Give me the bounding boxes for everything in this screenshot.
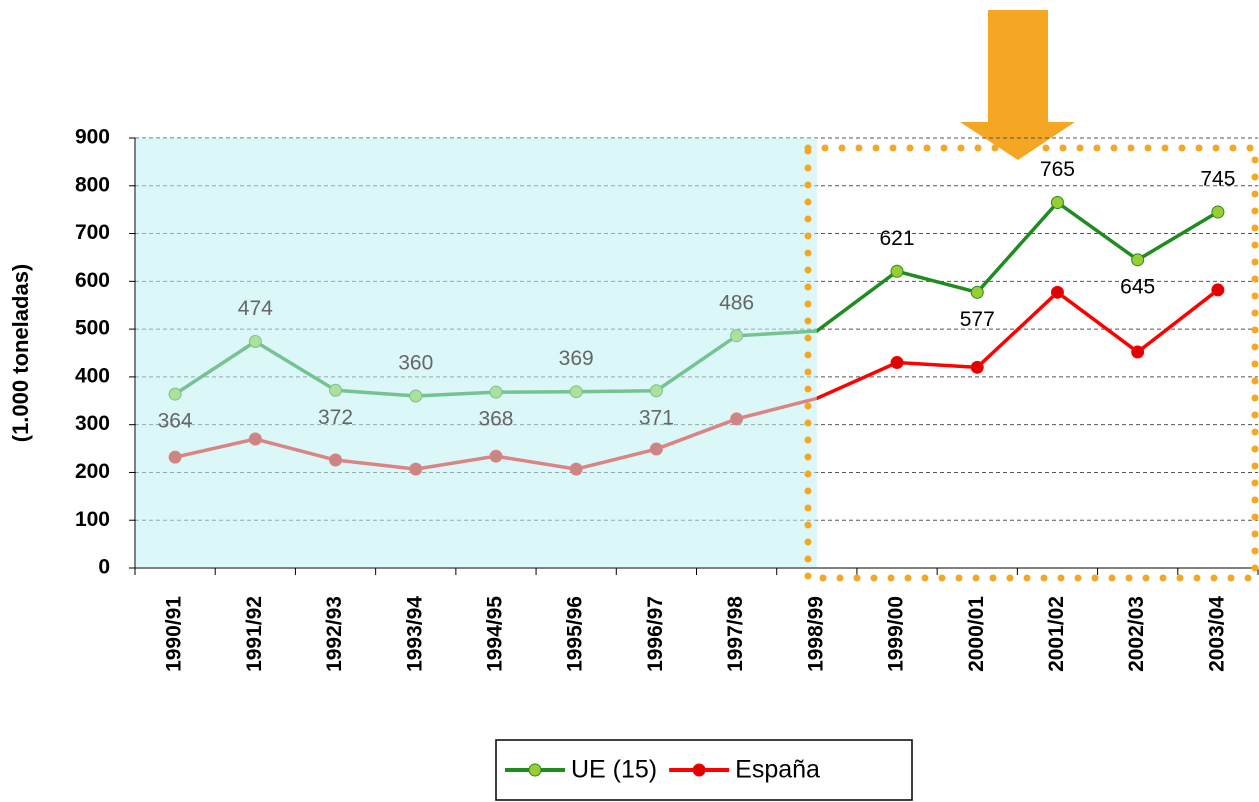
y-tick-label: 0 — [98, 556, 110, 579]
x-tick-label: 1994/95 — [484, 596, 507, 672]
y-tick-label: 800 — [75, 173, 110, 196]
point — [1211, 205, 1225, 219]
y-tick-label: 300 — [75, 412, 110, 435]
y-tick-label: 500 — [75, 317, 110, 340]
y-axis-title: (1.000 toneladas) — [8, 264, 33, 443]
arrow — [960, 10, 1075, 160]
legend-marker — [528, 763, 542, 777]
data-label: 577 — [960, 308, 995, 331]
x-tick-label: 1991/92 — [243, 596, 266, 672]
data-label: 372 — [318, 406, 353, 429]
point — [1131, 253, 1145, 267]
y-tick-label: 600 — [75, 269, 110, 292]
x-tick-label: 1992/93 — [323, 596, 346, 672]
data-label: 369 — [559, 347, 594, 370]
x-tick-label: 1997/98 — [724, 596, 747, 672]
point — [1131, 345, 1145, 359]
x-tick-label: 2000/01 — [965, 596, 988, 672]
y-tick-label: 200 — [75, 460, 110, 483]
x-tick-label: 2001/02 — [1045, 596, 1068, 672]
point — [970, 360, 984, 374]
data-label: 364 — [158, 410, 193, 433]
point — [890, 264, 904, 278]
data-label: 486 — [719, 291, 754, 314]
point — [1050, 196, 1064, 209]
point — [1211, 283, 1225, 297]
point — [890, 356, 904, 370]
x-tick-label: 1998/99 — [804, 596, 827, 672]
legend-label: España — [735, 756, 820, 784]
highlight-frame — [804, 144, 1259, 582]
x-tick-label: 1993/94 — [403, 596, 426, 672]
data-label: 645 — [1120, 275, 1155, 298]
point — [970, 285, 984, 299]
legend-label: UE (15) — [571, 756, 657, 784]
data-label: 765 — [1040, 158, 1075, 181]
y-tick-label: 700 — [75, 221, 110, 244]
data-label: 745 — [1200, 168, 1235, 191]
data-label: 474 — [238, 297, 273, 320]
x-tick-label: 2002/03 — [1125, 596, 1148, 672]
shaded-region — [136, 138, 817, 567]
legend-marker — [692, 763, 706, 777]
data-label: 360 — [398, 352, 433, 375]
x-tick-label: 1999/00 — [885, 596, 908, 672]
point — [1050, 285, 1064, 299]
y-tick-label: 100 — [75, 508, 110, 531]
data-label: 368 — [478, 408, 513, 431]
x-tick-label: 1996/97 — [644, 596, 667, 672]
y-tick-label: 400 — [75, 364, 110, 387]
data-label: 371 — [639, 406, 674, 429]
x-tick-label: 1995/96 — [564, 596, 587, 672]
data-label: 621 — [880, 227, 915, 250]
x-tick-label: 1990/91 — [163, 596, 186, 672]
y-tick-label: 900 — [75, 126, 110, 149]
x-tick-label: 2003/04 — [1205, 596, 1228, 672]
